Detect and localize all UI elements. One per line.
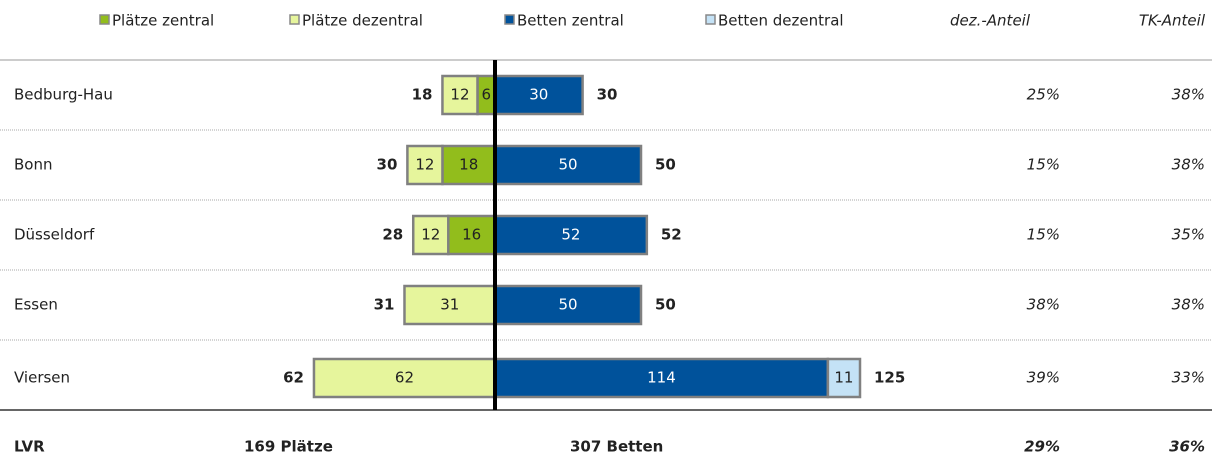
category-label: Essen xyxy=(14,296,58,314)
segment-label: 52 xyxy=(561,226,580,244)
betten-total: 125 xyxy=(874,369,905,387)
segment-label: 62 xyxy=(395,369,414,387)
tk-anteil: 33% xyxy=(1172,369,1205,387)
bar-segment xyxy=(493,214,649,256)
segment-label: 50 xyxy=(558,296,577,314)
legend-label: Betten dezentral xyxy=(718,12,844,30)
legend-swatch xyxy=(289,14,300,25)
betten-total: 50 xyxy=(655,296,676,314)
segment-label: 12 xyxy=(450,86,469,104)
plaetze-total: 28 xyxy=(382,226,403,244)
legend-label: Plätze zentral xyxy=(112,12,214,30)
bar-segment xyxy=(406,144,444,186)
legend-label: Plätze dezentral xyxy=(302,12,423,30)
dez-anteil: 38% xyxy=(1027,296,1060,314)
segment-label: 12 xyxy=(415,156,434,174)
bar-segment xyxy=(826,357,862,399)
category-label: Düsseldorf xyxy=(14,226,95,244)
dez-anteil: 39% xyxy=(1027,369,1060,387)
dez-anteil: 15% xyxy=(1027,226,1060,244)
segment-label: 50 xyxy=(558,156,577,174)
footer-plaetze: 169 Plätze xyxy=(244,438,333,456)
legend-label: Betten zentral xyxy=(517,12,624,30)
bar-segment xyxy=(441,74,479,116)
betten-total: 50 xyxy=(655,156,676,174)
category-label: Bedburg-Hau xyxy=(14,86,113,104)
segment-label: 12 xyxy=(421,226,440,244)
legend-swatch xyxy=(705,14,716,25)
bar-segment xyxy=(493,284,643,326)
category-label: Viersen xyxy=(14,369,70,387)
plaetze-total: 18 xyxy=(412,86,433,104)
segment-label: 16 xyxy=(462,226,481,244)
dez-anteil: 25% xyxy=(1027,86,1060,104)
tk-anteil: 38% xyxy=(1172,156,1205,174)
segment-label: 114 xyxy=(647,369,676,387)
dez-anteil: 15% xyxy=(1027,156,1060,174)
legend-swatch xyxy=(99,14,110,25)
tk-anteil: 38% xyxy=(1172,296,1205,314)
segment-label: 6 xyxy=(481,86,491,104)
betten-total: 30 xyxy=(597,86,618,104)
segment-label: 31 xyxy=(440,296,459,314)
tk-anteil: 38% xyxy=(1172,86,1205,104)
bar-segment xyxy=(447,214,497,256)
legend-swatch xyxy=(504,14,515,25)
column-header: dez.-Anteil xyxy=(950,12,1031,30)
bar-segment xyxy=(411,214,450,256)
bar-segment xyxy=(403,284,497,326)
bar-segment xyxy=(312,357,497,399)
footer-betten: 307 Betten xyxy=(570,438,663,456)
footer-tk-anteil: 36% xyxy=(1169,438,1205,456)
plaetze-total: 30 xyxy=(377,156,398,174)
plaetze-total: 62 xyxy=(283,369,304,387)
betten-total: 52 xyxy=(661,226,682,244)
category-label: Bonn xyxy=(14,156,52,174)
tk-anteil: 35% xyxy=(1172,226,1205,244)
footer-dez-anteil: 29% xyxy=(1024,438,1060,456)
plaetze-total: 31 xyxy=(374,296,395,314)
segment-label: 18 xyxy=(459,156,478,174)
segment-label: 30 xyxy=(529,86,548,104)
column-header: TK-Anteil xyxy=(1139,12,1206,30)
footer-label: LVR xyxy=(14,438,45,456)
segment-label: 11 xyxy=(834,369,853,387)
